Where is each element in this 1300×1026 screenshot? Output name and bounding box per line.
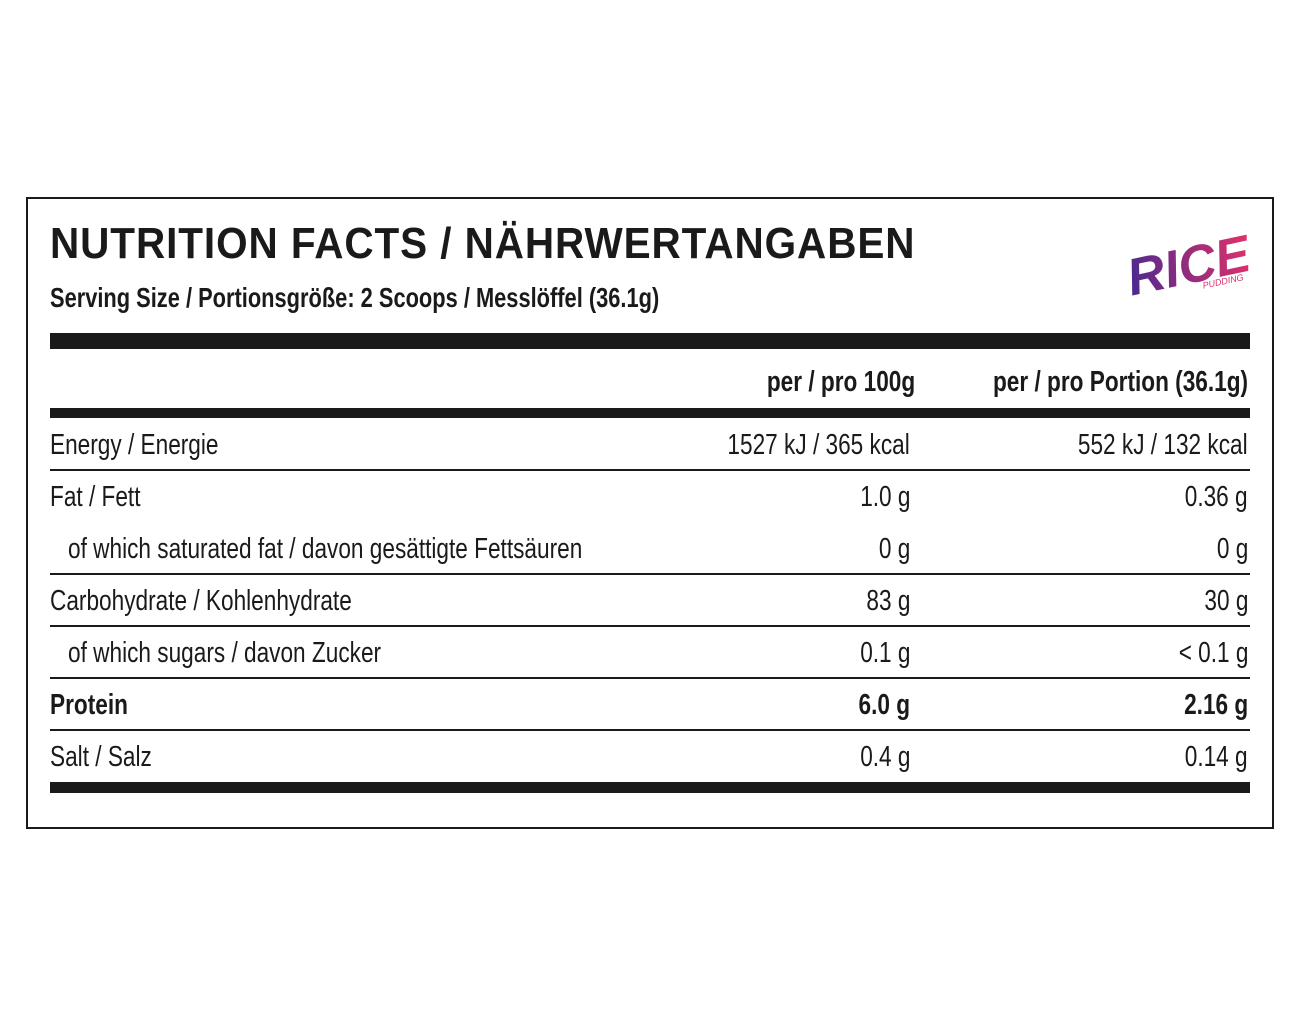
cell-100g: 6.0 g: [858, 689, 910, 721]
cell-portion: 0.14 g: [1185, 741, 1248, 773]
row-label: of which sugars / davon Zucker: [68, 637, 382, 669]
row-rule: [50, 625, 1250, 627]
cell-portion: 552 kJ / 132 kcal: [1078, 429, 1248, 461]
title: NUTRITION FACTS / NÄHRWERTANGABEN: [50, 219, 916, 268]
cell-100g: 0.1 g: [859, 637, 910, 669]
row-rule: [50, 469, 1250, 471]
row-label: Fat / Fett: [50, 481, 141, 513]
column-header: per / pro Portion (36.1g): [992, 366, 1248, 398]
row-label: Energy / Energie: [50, 429, 219, 461]
row-label: Salt / Salz: [50, 741, 152, 773]
cell-portion: 0 g: [1216, 533, 1248, 565]
cell-100g: 0.4 g: [859, 741, 910, 773]
column-header: per / pro 100g: [766, 366, 915, 398]
panel: [26, 197, 1274, 829]
cell-100g: 1527 kJ / 365 kcal: [727, 429, 910, 461]
thick-rule: [50, 782, 1250, 793]
logo: RICE PUDDING: [1122, 225, 1257, 305]
cell-portion: < 0.1 g: [1178, 637, 1248, 669]
row-label: of which saturated fat / davon gesättigt…: [68, 533, 583, 565]
cell-portion: 0.36 g: [1185, 481, 1248, 513]
row-rule: [50, 729, 1250, 731]
row-label: Carbohydrate / Kohlenhydrate: [50, 585, 352, 617]
cell-100g: 83 g: [865, 585, 910, 617]
cell-portion: 2.16 g: [1183, 689, 1248, 721]
logo-word: RICE: [1122, 225, 1257, 305]
thick-rule: [50, 408, 1250, 418]
thick-rule: [50, 333, 1250, 349]
cell-100g: 1.0 g: [859, 481, 910, 513]
cell-portion: 30 g: [1203, 585, 1248, 617]
serving-size: Serving Size / Portionsgröße: 2 Scoops /…: [50, 282, 660, 313]
row-label: Protein: [50, 689, 128, 721]
row-rule: [50, 677, 1250, 679]
cell-100g: 0 g: [878, 533, 910, 565]
row-rule: [50, 573, 1250, 575]
